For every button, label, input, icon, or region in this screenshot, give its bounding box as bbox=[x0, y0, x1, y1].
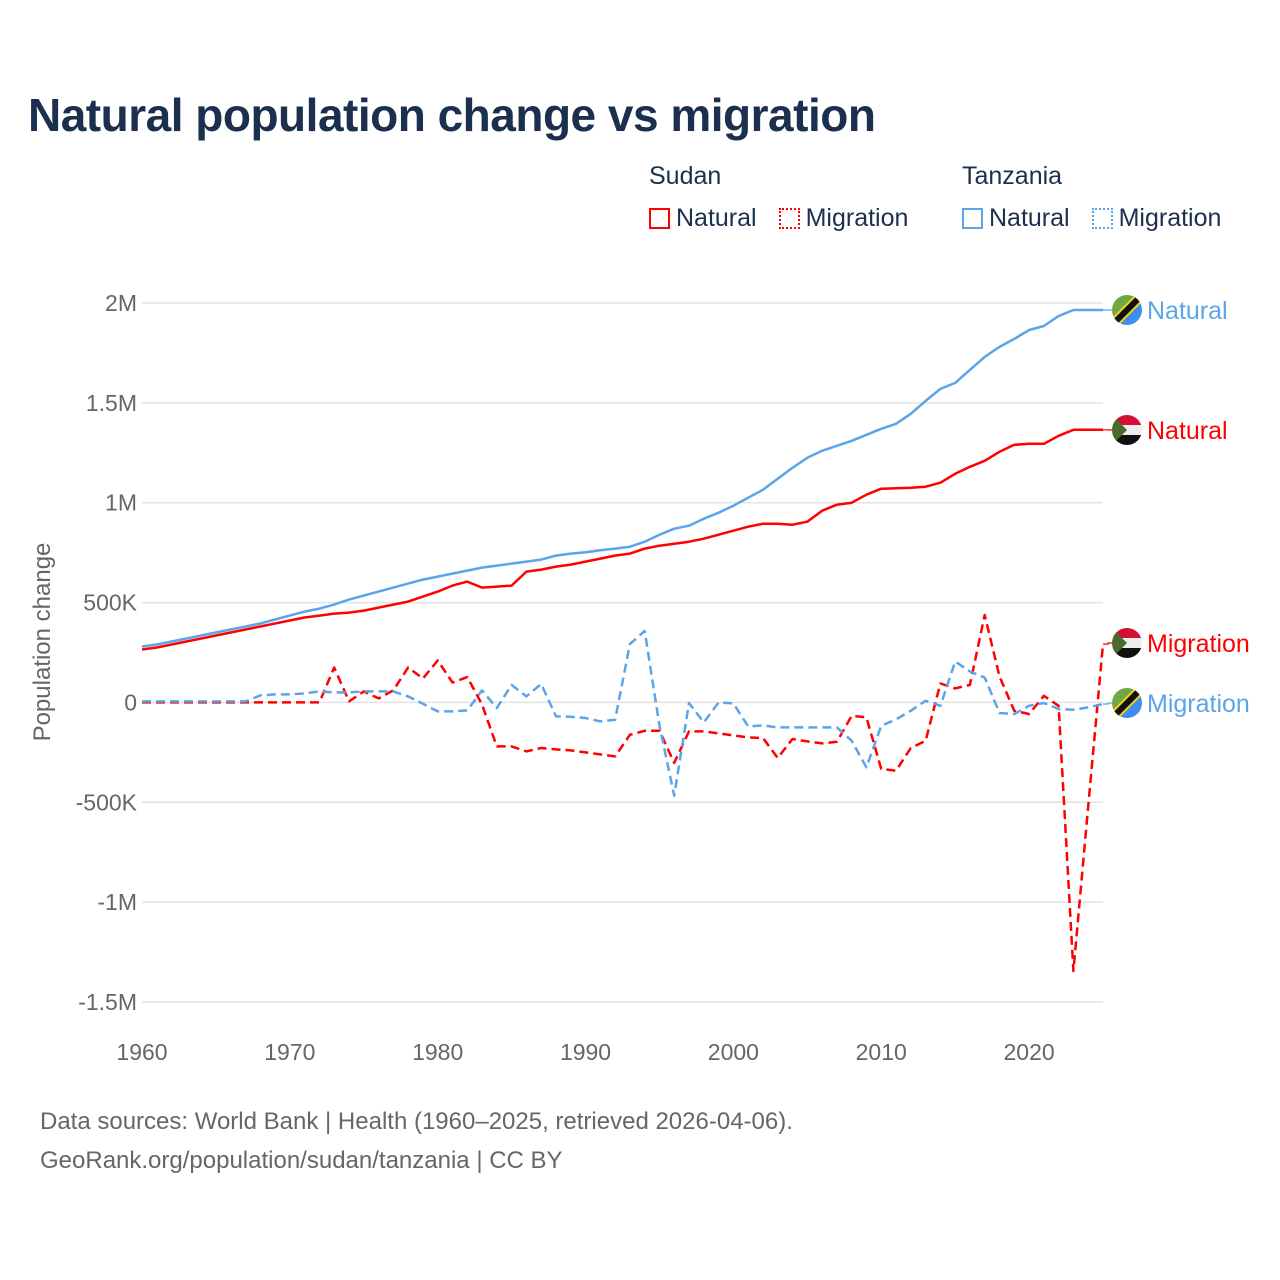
y-tick-label: 1.5M bbox=[86, 390, 137, 416]
y-tick-label: 0 bbox=[124, 689, 137, 715]
legend-label: Natural bbox=[676, 204, 757, 232]
series-end-label: Migration bbox=[1147, 630, 1250, 658]
x-tick-label: 2020 bbox=[1003, 1039, 1054, 1065]
series-end-label: Natural bbox=[1147, 297, 1228, 325]
y-tick-label: -500K bbox=[76, 789, 138, 815]
y-tick-label: -1.5M bbox=[78, 989, 137, 1015]
y-tick-label: 2M bbox=[105, 290, 137, 316]
legend-item-sudan-natural[interactable]: Natural bbox=[649, 204, 757, 233]
footer-credit[interactable]: GeoRank.org/population/sudan/tanzania | … bbox=[40, 1147, 563, 1174]
series-end-label: Natural bbox=[1147, 417, 1228, 445]
sudan-flag-icon bbox=[1112, 415, 1142, 445]
legend-item-tanzania-natural[interactable]: Natural bbox=[962, 204, 1070, 233]
y-tick-label: 500K bbox=[83, 590, 137, 616]
legend-swatch bbox=[1091, 208, 1113, 229]
sudan-flag-icon bbox=[1112, 628, 1142, 658]
legend-swatch bbox=[778, 208, 800, 229]
x-tick-label: 1960 bbox=[116, 1039, 167, 1065]
legend-group-sudan: Sudan Natural Migration bbox=[649, 162, 908, 233]
legend-label: Migration bbox=[1118, 204, 1222, 232]
y-axis-label: Population change bbox=[29, 543, 56, 742]
legend-swatch bbox=[649, 208, 670, 229]
end-connector bbox=[1103, 642, 1113, 645]
end-connector bbox=[1103, 702, 1113, 705]
tanzania-flag-icon bbox=[1112, 295, 1142, 325]
series-line-sudan-migration bbox=[142, 613, 1105, 973]
series-line-tanzania-natural bbox=[141, 308, 1103, 648]
chart-title: Natural population change vs migration bbox=[28, 89, 876, 141]
legend-country-label: Sudan bbox=[649, 162, 722, 190]
legend-label: Migration bbox=[805, 204, 909, 232]
x-tick-label: 1970 bbox=[264, 1039, 315, 1065]
x-tick-label: 2000 bbox=[708, 1039, 759, 1065]
legend-label: Natural bbox=[989, 204, 1070, 232]
legend-item-tanzania-migration[interactable]: Migration bbox=[1091, 204, 1222, 233]
series-end-label: Migration bbox=[1147, 690, 1250, 718]
x-tick-label: 1990 bbox=[560, 1039, 611, 1065]
legend-swatch bbox=[962, 208, 983, 229]
legend-country-label: Tanzania bbox=[962, 162, 1063, 190]
y-tick-label: 1M bbox=[105, 490, 137, 516]
x-tick-label: 2010 bbox=[856, 1039, 907, 1065]
y-tick-label: -1M bbox=[97, 889, 137, 915]
x-tick-label: 1980 bbox=[412, 1039, 463, 1065]
legend-group-tanzania: Tanzania Natural Migration bbox=[962, 162, 1221, 233]
series-line-sudan-natural bbox=[141, 428, 1103, 651]
footer-sources: Data sources: World Bank | Health (1960–… bbox=[40, 1108, 793, 1135]
series-line-tanzania-migration bbox=[142, 629, 1104, 797]
legend-item-sudan-migration[interactable]: Migration bbox=[778, 204, 909, 233]
tanzania-flag-icon bbox=[1112, 688, 1142, 718]
